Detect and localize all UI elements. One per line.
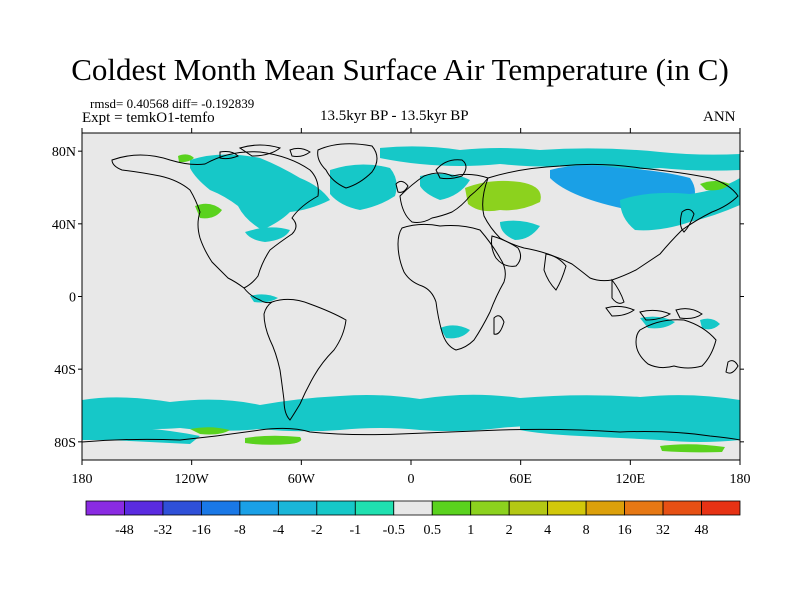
anomaly-region-alaska-green [178,154,194,163]
coastline-japan [679,208,695,233]
coastline-arctic-islands [219,144,311,160]
colorbar-swatch-6 [316,500,356,516]
anomaly-region-south-africa [440,325,470,339]
coastline-arabia [491,235,522,267]
colorbar-label: 2 [506,523,513,538]
coastline-greenland [317,143,378,189]
colorbar-swatch-10 [470,500,510,516]
colorbar-label: 1 [467,523,474,538]
colorbar-label: -2 [311,523,323,538]
lon-tick-label: 60E [509,472,532,487]
anomaly-region-europe [420,173,470,200]
colorbar-label: 0.5 [423,523,441,538]
lon-tick-label: 180 [730,472,751,487]
colorbar-label: -16 [192,523,211,538]
map-title: Coldest Month Mean Surface Air Temperatu… [71,52,729,87]
coastline-scandinavia [435,159,467,180]
colorbar-swatch-7 [354,500,395,516]
colorbar-swatch-0 [85,500,125,516]
colorbar-swatch-4 [239,500,279,516]
coastline-new-zealand [725,360,739,374]
anomaly-region-west-usa-green [195,203,222,219]
colorbar-label: 8 [583,523,590,538]
lon-tick-label: 0 [408,472,415,487]
anomaly-region-middle-east [500,220,540,240]
colorbar-swatch-8 [393,500,433,516]
map-subtitle: 13.5kyr BP - 13.5kyr BP [320,108,469,124]
coastline-europe [399,172,489,223]
experiment-label: Expt = temkO1-temfo [82,110,215,126]
colorbar-swatch-12 [547,500,587,516]
lat-tick-label: 40S [54,363,76,378]
colorbar-label: 32 [656,523,670,538]
coastline-asia [482,163,739,282]
colorbar-label: 16 [618,523,632,538]
coastline-north-america [111,151,319,289]
colorbar-swatch-9 [431,500,472,516]
coastline-central-america [243,287,273,304]
colorbar-label: -1 [349,523,361,538]
colorbar-label: 48 [695,523,709,538]
anomaly-region-antarctic-green-east [660,444,725,453]
colorbar-swatch-5 [277,500,318,516]
coastline-southeast-asia [611,278,625,304]
colorbar-label: -8 [234,523,246,538]
lon-tick-label: 180 [72,472,93,487]
anomaly-region-arctic [380,146,740,171]
colorbar-swatch-11 [508,500,549,516]
lon-tick-label: 120E [616,472,646,487]
coastline-south-america [263,298,347,421]
colorbar: -48 -32 -16 -8 -4 -2 -1 -0.5 0.5 1 2 4 8 16 32 48 [85,500,741,538]
colorbar-label: -48 [115,523,134,538]
lon-tick-label: 60W [288,472,316,487]
colorbar-label: 4 [544,523,551,538]
anomaly-region-central-asia-green [465,180,541,212]
anomaly-region-southern-ocean-east [520,419,740,442]
anomaly-region-australia-east [700,318,720,330]
anomaly-region-antarctic-green [245,435,302,445]
colorbar-swatch-2 [162,500,202,516]
longitude-axis: 180 120W 60W 0 60E 120E 180 [72,128,751,487]
colorbar-label: -4 [273,523,285,538]
anomaly-region-north-atlantic [330,164,397,210]
season-label: ANN [703,109,736,125]
anomaly-region-south-green [190,427,230,435]
colorbar-swatch-14 [624,500,664,516]
colorbar-swatch-3 [201,500,241,516]
colorbar-swatch-1 [124,500,164,516]
anomaly-region-north-america [190,154,330,230]
coastlines [82,143,740,443]
coastline-africa [397,223,506,351]
colorbar-swatch-15 [662,500,702,516]
lat-tick-label: 0 [69,291,76,306]
anomaly-region-southern-ocean-west [82,424,200,444]
coastline-madagascar [493,315,505,335]
lat-tick-label: 80S [54,436,76,451]
anomaly-region-east-asia [620,178,740,231]
lon-tick-label: 120W [175,472,210,487]
colorbar-swatch-13 [585,500,625,516]
lat-tick-label: 40N [52,218,76,233]
coastline-india [543,253,567,291]
colorbar-label: -32 [154,523,173,538]
lat-tick-label: 80N [52,145,76,160]
coastline-british-isles [395,180,409,193]
coastline-indonesia [605,305,703,321]
colorbar-label: -0.5 [383,523,405,538]
stats-label: rmsd= 0.40568 diff= -0.192839 [90,96,255,111]
coastline-australia [635,319,717,369]
anomaly-region-tropical-atlantic [250,294,278,303]
colorbar-swatch-16 [701,500,741,516]
coastline-antarctica [82,427,740,443]
anomaly-regions [82,146,740,453]
anomaly-region-gulf-stream [245,227,290,242]
latitude-axis: 80N 40N 0 40S 80S [52,145,744,451]
